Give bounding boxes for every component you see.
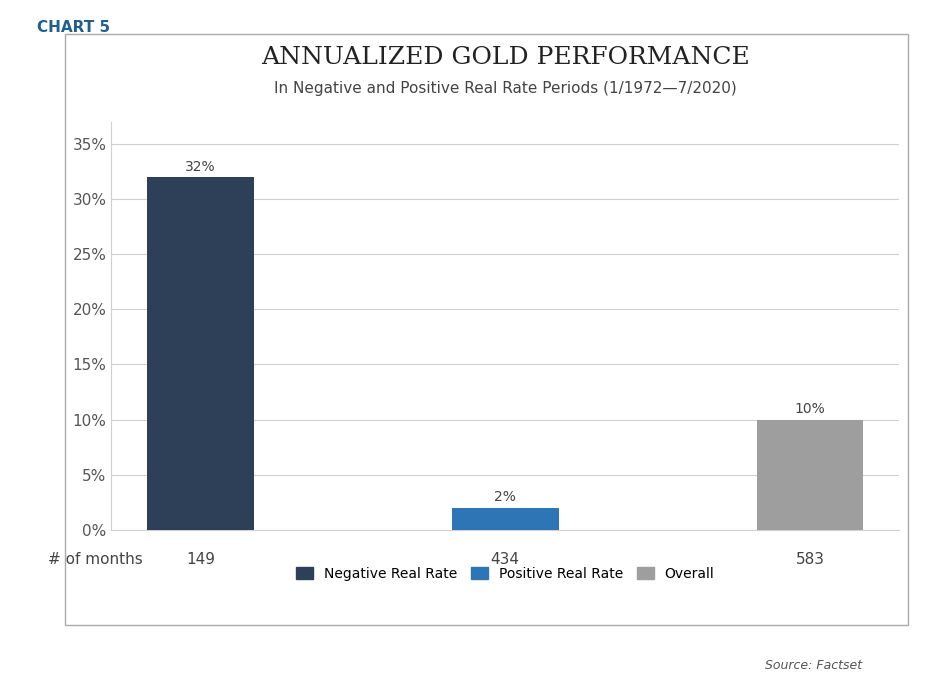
Text: In Negative and Positive Real Rate Periods (1/1972—7/2020): In Negative and Positive Real Rate Perio…: [273, 81, 737, 96]
Bar: [451, 508, 559, 530]
Text: CHART 5: CHART 5: [37, 20, 110, 35]
Bar: [147, 177, 254, 530]
Text: 149: 149: [186, 552, 215, 567]
Text: 32%: 32%: [185, 160, 216, 174]
Text: ANNUALIZED GOLD PERFORMANCE: ANNUALIZED GOLD PERFORMANCE: [260, 46, 750, 69]
Legend: Negative Real Rate, Positive Real Rate, Overall: Negative Real Rate, Positive Real Rate, …: [289, 560, 721, 588]
Text: Source: Factset: Source: Factset: [765, 659, 862, 672]
Bar: [756, 420, 863, 530]
Text: 10%: 10%: [794, 402, 825, 416]
Text: 583: 583: [795, 552, 824, 567]
Text: 2%: 2%: [494, 490, 516, 504]
Text: # of months: # of months: [48, 552, 143, 567]
Text: 434: 434: [490, 552, 520, 567]
